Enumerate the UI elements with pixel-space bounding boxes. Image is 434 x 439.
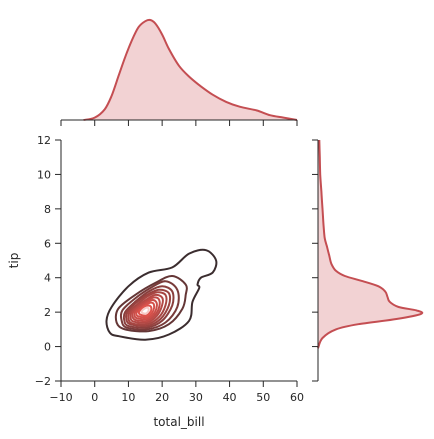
kde-contour-level-9 xyxy=(133,299,158,321)
kde-contour-level-2 xyxy=(114,274,188,333)
kde-contour-level-5 xyxy=(125,288,172,328)
x-tick-label: 20 xyxy=(155,391,169,404)
kde-contour-level-10 xyxy=(135,301,156,319)
y-tick-label: 6 xyxy=(44,237,51,250)
marginal-y-kde xyxy=(312,139,424,382)
x-tick-label: 60 xyxy=(290,391,304,404)
kde-contour-level-6 xyxy=(127,291,168,326)
x-tick-label: −10 xyxy=(49,391,72,404)
x-tick-label: 0 xyxy=(91,391,98,404)
y-tick-label: 12 xyxy=(37,134,51,147)
x-tick-label: 30 xyxy=(189,391,203,404)
y-axis-label: tip xyxy=(7,253,21,269)
x-axis-label: total_bill xyxy=(153,415,204,429)
y-tick-label: −2 xyxy=(35,375,51,388)
x-tick-label: 50 xyxy=(256,391,270,404)
x-tick-label: 40 xyxy=(223,391,237,404)
marginal-x-fill xyxy=(83,19,298,121)
marginal-x-kde xyxy=(60,18,298,126)
marginal-y-fill xyxy=(318,140,423,349)
marginal-y-line xyxy=(317,139,424,349)
kde-contour-level-7 xyxy=(129,293,164,324)
marginal-x-line xyxy=(83,18,298,121)
y-tick-label: 0 xyxy=(44,341,51,354)
y-tick-label: 8 xyxy=(44,203,51,216)
y-tick-label: 4 xyxy=(44,272,51,285)
kde-contour-level-8 xyxy=(131,296,161,323)
y-tick-label: 2 xyxy=(44,306,51,319)
axes: −10 0 10 20 30 40 50 60 −2 0 2 4 6 8 10 12 xyxy=(35,134,304,404)
kde-contour-level-1 xyxy=(105,248,218,341)
kde-contour-level-4 xyxy=(122,285,175,329)
kde-contour-level-3 xyxy=(119,280,180,331)
y-tick-label: 10 xyxy=(37,168,51,181)
x-tick-label: 10 xyxy=(121,391,135,404)
joint-kde-contours xyxy=(105,248,218,341)
kde-contour-level-11 xyxy=(137,304,153,317)
kde-contour-level-12 xyxy=(140,306,150,315)
